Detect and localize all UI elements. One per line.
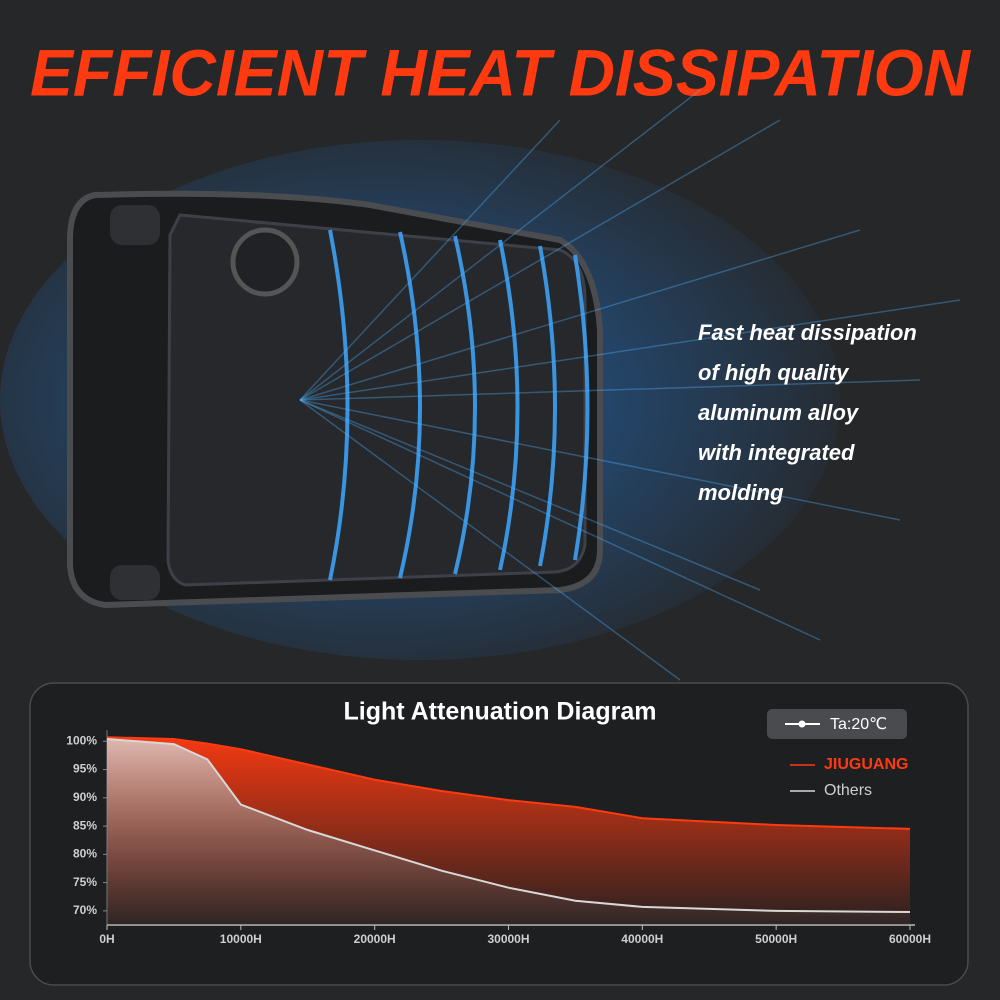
y-tick-label: 75% bbox=[73, 875, 97, 889]
line bbox=[106, 738, 911, 913]
y-tick-label: 80% bbox=[73, 847, 97, 861]
x-tick-label: 50000H bbox=[755, 932, 797, 946]
headlamp-illustration bbox=[0, 89, 961, 681]
x-tick-label: 10000H bbox=[220, 932, 262, 946]
description-line: molding bbox=[698, 480, 784, 505]
y-tick-label: 95% bbox=[73, 762, 97, 776]
legend-label: Others bbox=[824, 782, 872, 799]
annotation: Ta:20℃ bbox=[830, 716, 887, 733]
x-tick-label: 0H bbox=[99, 932, 114, 946]
legend-label: JIUGUANG bbox=[824, 756, 908, 773]
y-tick-label: 90% bbox=[73, 790, 97, 804]
area bbox=[107, 739, 910, 925]
y-tick-label: 85% bbox=[73, 818, 97, 832]
description-line: of high quality bbox=[698, 360, 850, 385]
description-line: with integrated bbox=[698, 440, 855, 465]
y-tick-label: 100% bbox=[66, 733, 97, 747]
description-line: Fast heat dissipation bbox=[698, 320, 917, 345]
line bbox=[106, 736, 911, 830]
x-tick-label: 60000H bbox=[889, 932, 931, 946]
description: Fast heat dissipation of high quality al… bbox=[698, 320, 917, 505]
description-line: aluminum alloy bbox=[698, 400, 860, 425]
annotation-icon bbox=[798, 720, 806, 728]
chart: 100% 95% 90% 85% 80% 75% 70% 0H 10000H 20000H 3000… bbox=[66, 730, 931, 946]
y-tick-label: 70% bbox=[73, 903, 97, 917]
page-title: EFFICIENT HEAT DISSIPATION bbox=[30, 35, 971, 109]
chart-title: Light Attenuation Diagram bbox=[344, 698, 657, 726]
x-tick-label: 30000H bbox=[487, 932, 529, 946]
x-tick-label: 40000H bbox=[621, 932, 663, 946]
x-tick-label: 20000H bbox=[354, 932, 396, 946]
annotation-box bbox=[767, 709, 907, 739]
